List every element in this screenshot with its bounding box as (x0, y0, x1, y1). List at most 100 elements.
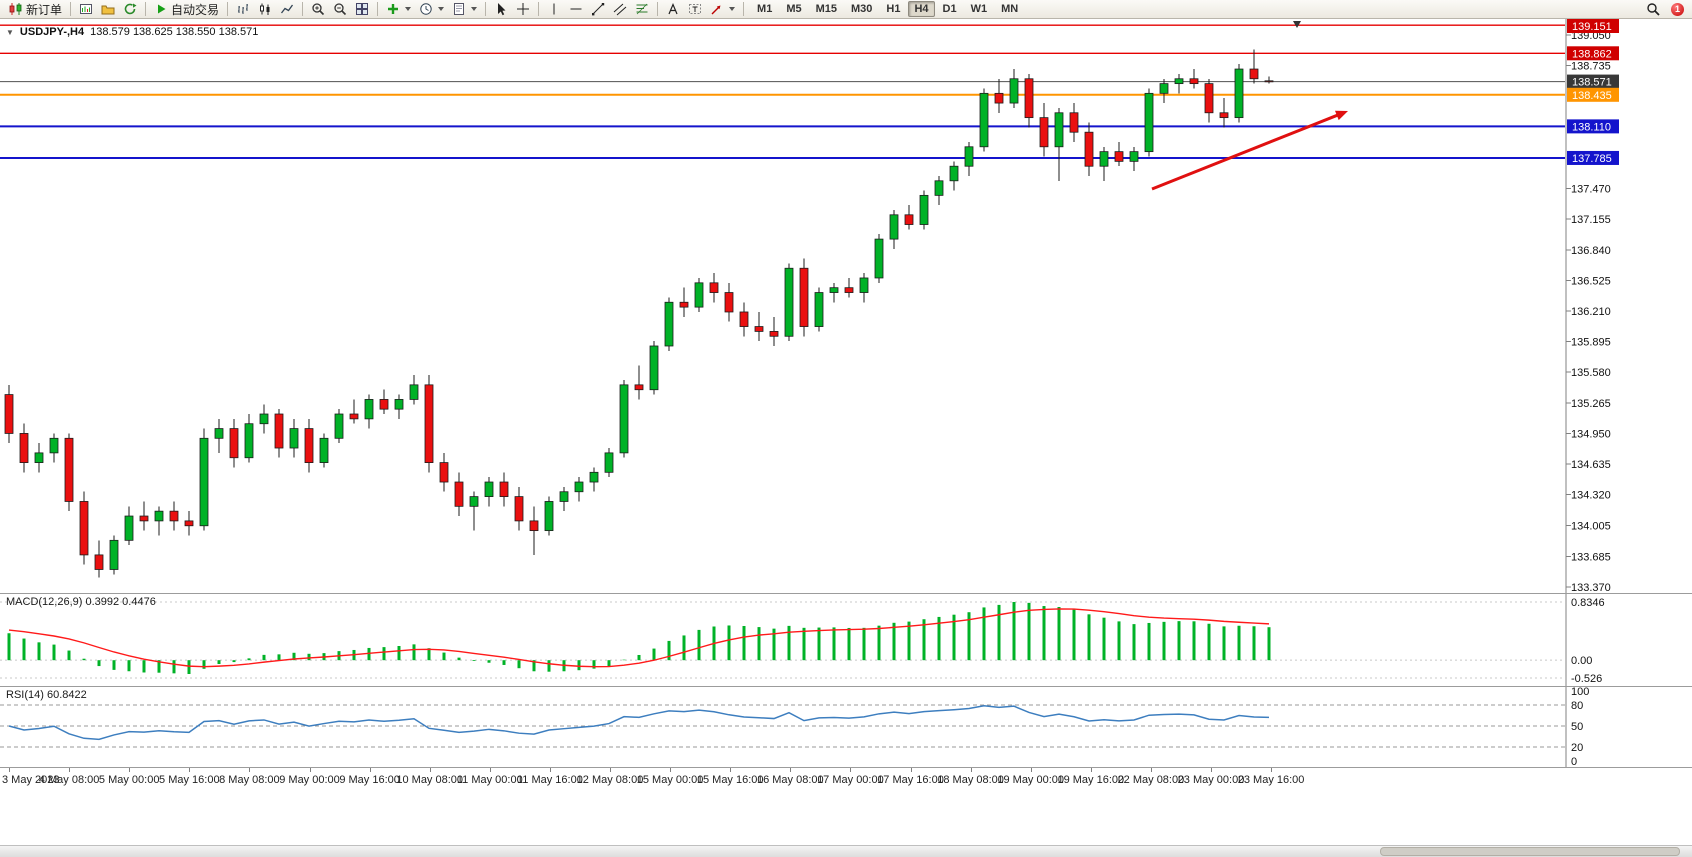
candle (979, 92, 989, 148)
candle (229, 428, 239, 459)
candle (589, 471, 599, 483)
time-axis-tick (670, 768, 672, 772)
time-axis-label: 4 May 08:00 (38, 774, 100, 786)
time-axis-label: 9 May 00:00 (279, 774, 340, 786)
candle (634, 384, 644, 391)
current-price-line-badge-label: 138.571 (1572, 77, 1612, 89)
timeframe-M1[interactable]: M1 (751, 1, 778, 17)
time-axis-tick (489, 768, 491, 772)
resistance-line-1-badge (1567, 19, 1619, 33)
resistance-line-1-badge-label: 139.151 (1572, 21, 1612, 33)
timeframe-M5[interactable]: M5 (780, 1, 807, 17)
candle (754, 326, 764, 332)
candle (514, 496, 524, 522)
search-button[interactable] (1642, 1, 1665, 18)
vertical-line-button[interactable] (543, 1, 565, 18)
candle (994, 92, 1004, 104)
candle (1069, 112, 1079, 133)
timeframe-M15[interactable]: M15 (810, 1, 843, 17)
price-tick-label: 136.525 (1571, 275, 1611, 287)
macd-canvas[interactable]: 0.8346 0.00 -0.526 (0, 594, 1692, 686)
candle (199, 437, 209, 527)
new-order-button[interactable]: 新订单 (4, 1, 66, 18)
timeframe-W1[interactable]: W1 (965, 1, 994, 17)
line-mode-button[interactable] (276, 1, 298, 18)
horizontal-line-icon (570, 8, 582, 10)
refresh-button[interactable] (119, 1, 141, 18)
macd-axis-label: 0.00 (1571, 655, 1592, 667)
cursor-button[interactable] (490, 1, 512, 18)
horizontal-line-button[interactable] (565, 1, 587, 18)
candle (1264, 80, 1274, 83)
candle-mode-button[interactable] (254, 1, 276, 18)
candle (424, 384, 434, 463)
price-tick-label: 134.005 (1571, 520, 1611, 532)
time-axis-tick (730, 768, 732, 772)
candle (64, 437, 74, 502)
time-axis-tick (1090, 768, 1092, 772)
refresh-icon (124, 3, 137, 15)
horizontal-scrollbar[interactable] (0, 845, 1692, 857)
time-axis-tick (1030, 768, 1032, 772)
macd-panel: 0.8346 0.00 -0.526 MACD(12,26,9) 0.3992 0.… (0, 593, 1692, 686)
arrow-tool-button[interactable] (706, 1, 739, 18)
time-axis-tick (369, 768, 371, 772)
scroll-end-marker[interactable] (1293, 21, 1301, 28)
text-tool-button[interactable] (662, 1, 684, 18)
templates-button[interactable] (448, 1, 481, 18)
label-tool-button[interactable] (684, 1, 706, 18)
candle (394, 399, 404, 410)
candle (709, 282, 719, 293)
candle (319, 437, 329, 463)
candle (409, 384, 419, 400)
scrollbar-thumb[interactable] (1380, 847, 1680, 856)
candle (619, 384, 629, 454)
connection-status-icon[interactable]: 1 (1671, 2, 1684, 16)
candle (1114, 151, 1124, 162)
indicators-button[interactable] (382, 1, 415, 18)
tile-windows-button[interactable] (351, 1, 373, 18)
candle (439, 462, 449, 483)
zoom-out-button[interactable] (329, 1, 351, 18)
time-axis-label: 23 May 00:00 (1177, 774, 1245, 786)
timeframe-M30[interactable]: M30 (845, 1, 878, 17)
price-tick-label: 133.370 (1571, 582, 1611, 593)
resistance-line-2-badge (1567, 46, 1619, 61)
main-chart-canvas[interactable]: 139.050 138.735 137.470 137.155 136.840 136.5… (0, 19, 1692, 593)
templates-caret (471, 7, 478, 11)
trendline-button[interactable] (587, 1, 609, 18)
time-axis-label: 17 May 16:00 (877, 774, 944, 786)
timeframe-D1[interactable]: D1 (937, 1, 963, 17)
rsi-panel: 100 80 50 20 0 RSI(14) 60.8422 (0, 686, 1692, 767)
channel-button[interactable] (609, 1, 631, 18)
time-axis-label: 9 May 16:00 (339, 774, 400, 786)
bar-mode-button[interactable] (232, 1, 254, 18)
fibonacci-button[interactable] (631, 1, 653, 18)
autotrade-button[interactable]: 自动交易 (150, 1, 223, 18)
trend-arrow[interactable] (1151, 112, 1341, 191)
timeframe-H1[interactable]: H1 (880, 1, 906, 17)
candle (724, 292, 734, 313)
crosshair-button[interactable] (512, 1, 534, 18)
timeframe-H4[interactable]: H4 (908, 1, 935, 17)
time-axis-tick (1150, 768, 1152, 772)
candle (1189, 78, 1199, 85)
time-axis-label: 16 May 08:00 (756, 774, 824, 786)
profiles-button[interactable] (97, 1, 119, 18)
timeframe-MN[interactable]: MN (995, 1, 1024, 17)
text-tool-icon (668, 2, 678, 15)
periods-button[interactable] (415, 1, 448, 18)
candle (304, 428, 314, 463)
new-chart-button[interactable] (75, 1, 97, 18)
toolbar-separator (145, 2, 147, 16)
time-axis[interactable]: 3 May 2023 4 May 08:00 5 May 00:00 5 May 16… (0, 767, 1692, 791)
time-axis-label: 10 May 08:00 (396, 774, 464, 786)
vertical-line-icon (553, 3, 555, 15)
candle (1054, 112, 1064, 148)
time-axis-label: 19 May 16:00 (1057, 774, 1125, 786)
time-axis-label: 19 May 00:00 (997, 774, 1065, 786)
zoom-in-button[interactable] (307, 1, 329, 18)
rsi-canvas[interactable]: 100 80 50 20 0 (0, 687, 1692, 767)
candle (604, 452, 614, 473)
periods-caret (438, 7, 445, 11)
